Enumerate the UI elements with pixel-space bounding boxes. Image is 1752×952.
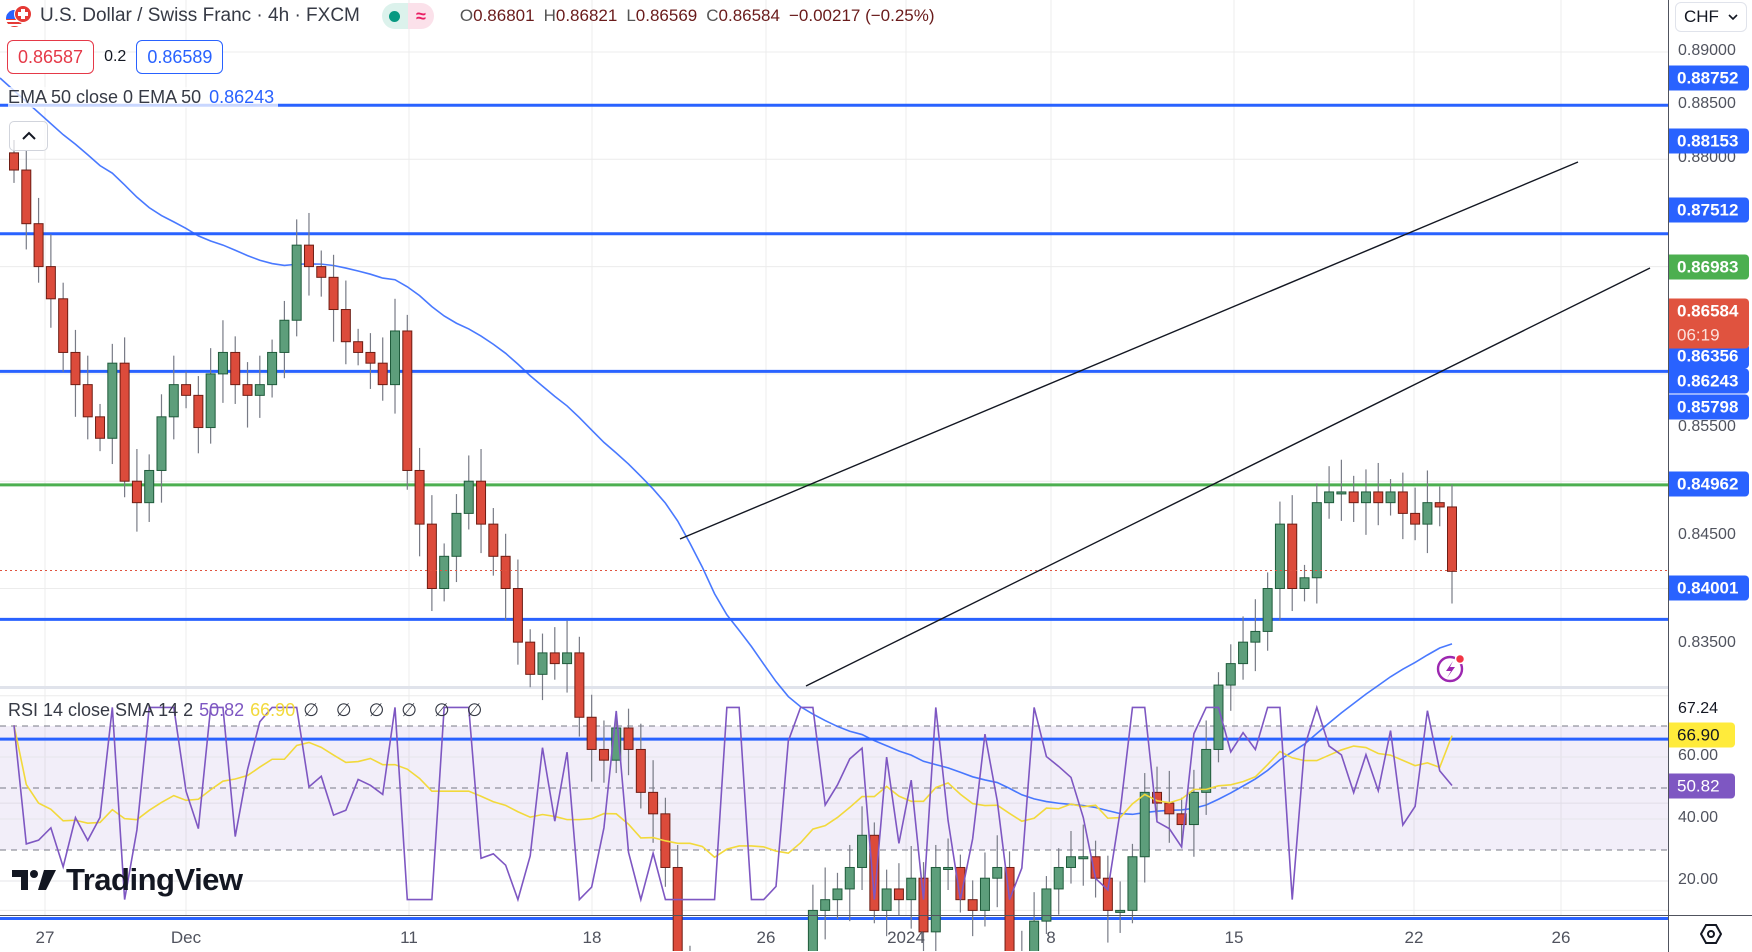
- price-tick: 0.84500: [1678, 526, 1736, 543]
- symbol-title[interactable]: U.S. Dollar / Swiss Franc · 4h · FXCM: [40, 5, 360, 26]
- chart-settings-button[interactable]: [1668, 915, 1752, 952]
- close-value: 0.86584: [718, 6, 780, 25]
- change-value: −0.00217 (−0.25%): [788, 6, 935, 25]
- spread-value: 0.2: [104, 48, 127, 65]
- rsi-value: 50.82: [199, 700, 245, 720]
- chevron-up-icon: [21, 131, 36, 140]
- time-label: 26: [756, 928, 776, 947]
- data-delay-icon: ≈: [407, 3, 434, 29]
- level-label[interactable]: 0.88752: [1669, 65, 1749, 91]
- time-label: 22: [1404, 928, 1424, 947]
- ema-axis-label[interactable]: 0.86243: [1669, 368, 1749, 394]
- market-status[interactable]: ≈: [381, 3, 434, 29]
- buy-button[interactable]: 0.86589: [136, 40, 224, 74]
- price-tick: 0.89000: [1678, 42, 1736, 59]
- last-price-label: 0.86584 06:19: [1669, 298, 1749, 349]
- price-tick: 0.83500: [1678, 634, 1736, 651]
- chevron-down-icon: [1728, 14, 1738, 20]
- tradingview-logo[interactable]: TradingView: [12, 862, 243, 898]
- market-open-icon: [381, 3, 408, 29]
- time-label: 11: [400, 928, 418, 947]
- open-value: 0.86801: [473, 6, 535, 25]
- level-label[interactable]: 0.87512: [1669, 197, 1749, 223]
- time-axis[interactable]: 27 Dec 11 18 26 2024 8 15 22 26: [0, 915, 1668, 952]
- rsi-sma-label: 66.90: [1669, 722, 1735, 748]
- time-label: 2024: [887, 928, 925, 947]
- ema-label: EMA 50 close 0 EMA 50: [8, 87, 202, 107]
- currency-selector[interactable]: CHF: [1675, 2, 1747, 32]
- quote-row: 0.86587 0.2 0.86589: [7, 40, 224, 74]
- usd-chf-flag-icon: [6, 5, 32, 27]
- level-label[interactable]: 0.88153: [1669, 128, 1749, 154]
- rsi-tick: 60.00: [1678, 747, 1719, 764]
- level-label[interactable]: 0.84962: [1669, 471, 1749, 497]
- low-value: 0.86569: [635, 6, 698, 25]
- time-label: 8: [1046, 928, 1056, 947]
- tradingview-logo-icon: [12, 870, 56, 890]
- ema-legend[interactable]: EMA 50 close 0 EMA 50 0.86243: [8, 87, 279, 108]
- time-label: Dec: [170, 928, 202, 947]
- rsi-label: RSI 14 close SMA 14 2: [8, 700, 194, 720]
- level-label[interactable]: 0.85798: [1669, 394, 1749, 420]
- level-label[interactable]: 0.86983: [1669, 254, 1749, 280]
- rsi-value-label: 50.82: [1669, 773, 1735, 799]
- collapse-legend-button[interactable]: [9, 121, 48, 151]
- time-label: 26: [1551, 928, 1571, 947]
- high-value: 0.86821: [555, 6, 618, 25]
- ohlc-values: O0.86801 H0.86821 L0.86569 C0.86584 −0.0…: [459, 6, 935, 25]
- time-label: 15: [1224, 928, 1244, 947]
- sell-button[interactable]: 0.86587: [7, 40, 95, 74]
- time-label: 27: [35, 928, 55, 947]
- price-tick: 0.88500: [1678, 95, 1736, 112]
- time-label: 18: [582, 928, 602, 947]
- settings-hexagon-icon: [1700, 924, 1722, 944]
- bolt-alert-icon[interactable]: [1433, 650, 1469, 691]
- rsi-tick: 67.24: [1678, 700, 1719, 717]
- level-label[interactable]: 0.84001: [1669, 575, 1749, 601]
- ema-value: 0.86243: [209, 87, 275, 107]
- chart-header: U.S. Dollar / Swiss Franc · 4h · FXCM ≈ …: [6, 2, 935, 30]
- rsi-tick: 20.00: [1678, 871, 1719, 888]
- price-tick: 0.85500: [1678, 418, 1736, 435]
- rsi-sma-value: 66.90: [250, 700, 296, 720]
- rsi-empty-values: ∅ ∅ ∅ ∅ ∅ ∅: [303, 700, 489, 720]
- bar-countdown: 06:19: [1677, 325, 1720, 345]
- rsi-tick: 40.00: [1678, 809, 1719, 826]
- rsi-legend[interactable]: RSI 14 close SMA 14 2 50.82 66.90 ∅ ∅ ∅ ∅ ∅…: [8, 700, 488, 721]
